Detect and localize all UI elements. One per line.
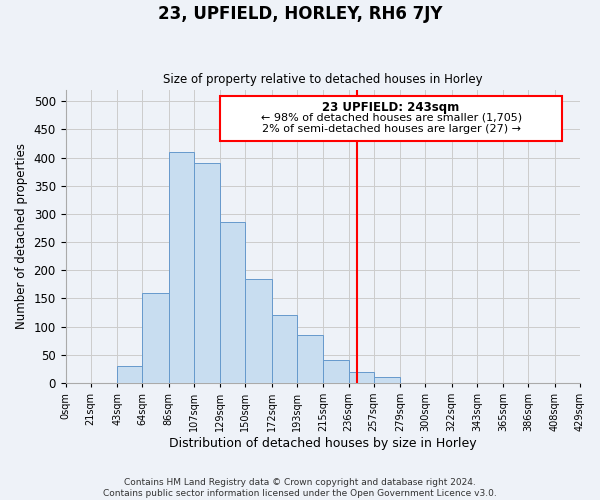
- Bar: [374, 378, 400, 383]
- Text: 2% of semi-detached houses are larger (27) →: 2% of semi-detached houses are larger (2…: [262, 124, 521, 134]
- Text: Contains HM Land Registry data © Crown copyright and database right 2024.
Contai: Contains HM Land Registry data © Crown c…: [103, 478, 497, 498]
- Bar: [349, 372, 374, 383]
- FancyBboxPatch shape: [220, 96, 562, 140]
- Bar: [245, 278, 272, 383]
- Text: 23 UPFIELD: 243sqm: 23 UPFIELD: 243sqm: [322, 101, 460, 114]
- X-axis label: Distribution of detached houses by size in Horley: Distribution of detached houses by size …: [169, 437, 476, 450]
- Y-axis label: Number of detached properties: Number of detached properties: [15, 144, 28, 330]
- Bar: [142, 293, 169, 383]
- Bar: [323, 360, 349, 383]
- Bar: [220, 222, 245, 383]
- Bar: [194, 163, 220, 383]
- Bar: [272, 316, 297, 383]
- Text: ← 98% of detached houses are smaller (1,705): ← 98% of detached houses are smaller (1,…: [260, 112, 521, 122]
- Title: Size of property relative to detached houses in Horley: Size of property relative to detached ho…: [163, 73, 482, 86]
- Bar: [297, 335, 323, 383]
- Bar: [117, 366, 142, 383]
- Text: 23, UPFIELD, HORLEY, RH6 7JY: 23, UPFIELD, HORLEY, RH6 7JY: [158, 5, 442, 23]
- Bar: [169, 152, 194, 383]
